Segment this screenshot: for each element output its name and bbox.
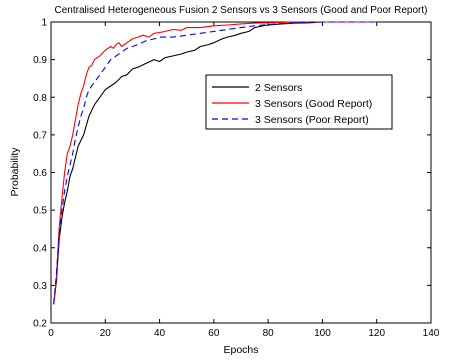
x-tick-label: 40: [154, 328, 166, 339]
y-tick-label: 0.5: [33, 206, 47, 217]
legend-label-3-sensors-good: 3 Sensors (Good Report): [255, 98, 372, 110]
y-tick-label: 0.2: [33, 319, 47, 330]
x-tick-label: 60: [208, 328, 220, 339]
y-tick-label: 0.4: [33, 243, 47, 254]
legend: 2 Sensors 3 Sensors (Good Report) 3 Sens…: [205, 74, 393, 130]
y-tick-label: 0.6: [33, 168, 47, 179]
series-line-3-sensors-poor-report: [53, 21, 377, 305]
legend-label-2-sensors: 2 Sensors: [255, 82, 302, 94]
x-tick-label: 20: [100, 328, 112, 339]
legend-label-3-sensors-poor: 3 Sensors (Poor Report): [255, 114, 369, 126]
x-tick-label: 80: [263, 328, 275, 339]
x-tick-label: 120: [368, 328, 385, 339]
series-line-3-sensors-good-report: [53, 21, 377, 305]
legend-box: [205, 74, 393, 130]
y-tick-label: 1: [41, 18, 47, 29]
x-axis-label: Epochs: [223, 344, 258, 356]
x-tick-label: 140: [423, 328, 440, 339]
x-axis-ticks: 0 20 40 60 80 100 120 140: [48, 22, 440, 339]
series-lines: [53, 21, 377, 305]
x-tick-label: 0: [48, 328, 54, 339]
y-axis-label: Probability: [9, 147, 21, 197]
y-axis-ticks: 0.2 0.3 0.4 0.5 0.6 0.7 0.8 0.9 1: [33, 18, 431, 330]
y-tick-label: 0.7: [33, 130, 47, 141]
y-tick-label: 0.8: [33, 93, 47, 104]
series-line-2-sensors: [53, 21, 377, 305]
x-tick-label: 100: [314, 328, 331, 339]
y-tick-label: 0.3: [33, 281, 47, 292]
chart-title: Centralised Heterogeneous Fusion 2 Senso…: [55, 5, 428, 16]
y-tick-label: 0.9: [33, 55, 47, 66]
plot-area-frame: [50, 21, 432, 324]
